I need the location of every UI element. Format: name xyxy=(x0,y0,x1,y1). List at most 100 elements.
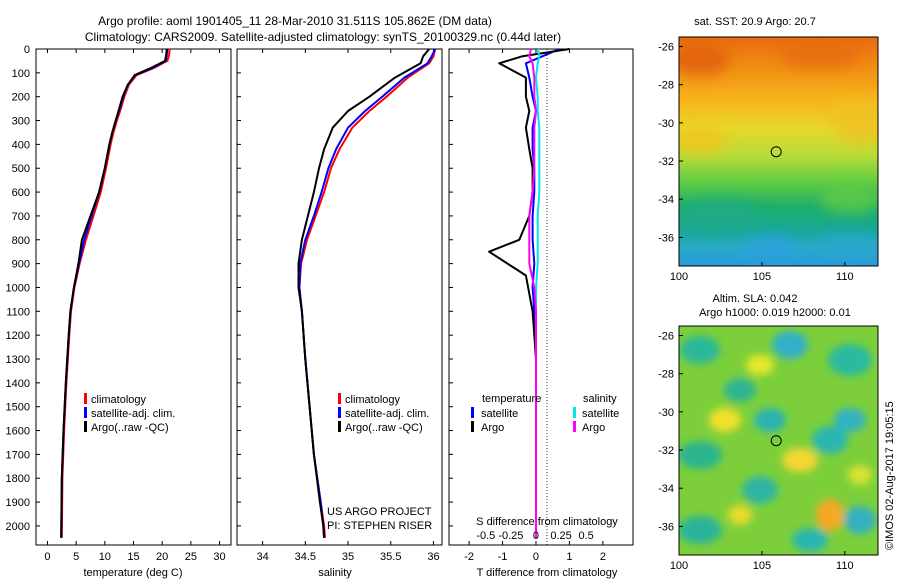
y-tick-label: 1500 xyxy=(6,402,30,414)
legend-label-t-argo: Argo xyxy=(481,422,504,434)
salinity-legend: climatology satellite-adj. clim. Argo(..… xyxy=(338,393,429,434)
series-line-t-argo xyxy=(488,48,570,538)
sla-map-axes: 100 105 110 -26 -28 -30 -32 -34 -36 xyxy=(658,331,854,572)
series-line-climatology xyxy=(298,48,437,538)
x-tick-label: 0 xyxy=(533,551,539,563)
legend-label-satellite: satellite-adj. clim. xyxy=(345,408,429,420)
x-tick-label: 36 xyxy=(427,551,439,563)
argo-location-marker xyxy=(770,435,782,447)
map-x-tick-label: 105 xyxy=(753,271,771,283)
series-line-t-satellite xyxy=(524,48,560,538)
map-y-tick-label: -36 xyxy=(658,521,674,533)
sst-map-axes: 100 105 110 -26 -28 -30 -32 -34 -36 xyxy=(658,42,854,283)
x-tick-label: 10 xyxy=(99,551,111,563)
y-tick-label: 300 xyxy=(12,116,30,128)
x-tick-label: -2 xyxy=(464,551,474,563)
y-tick-label: 1000 xyxy=(6,282,30,294)
sst-map: sat. SST: 20.9 Argo: 20.7 100 105 110 -26 -2… xyxy=(658,16,879,283)
temperature-x-axis: 0 5 10 15 20 25 30 xyxy=(44,49,226,563)
difference-series xyxy=(488,48,570,538)
legend-label-satellite: satellite-adj. clim. xyxy=(91,408,175,420)
series-line-satellite-adj-clim- xyxy=(298,48,437,538)
y-tick-label: 600 xyxy=(12,187,30,199)
x-tick-label: 34 xyxy=(257,551,269,563)
pi-label: PI: STEPHEN RISER xyxy=(327,520,432,532)
x-tick-label: 25 xyxy=(185,551,197,563)
x-tick-label: 20 xyxy=(156,551,168,563)
legend-swatch-satellite xyxy=(338,407,341,418)
y-tick-label: 1800 xyxy=(6,473,30,485)
sla-map-title-line2: Argo h1000: 0.019 h2000: 0.01 xyxy=(699,307,851,319)
sla-map-title-line1: Altim. SLA: 0.042 xyxy=(713,293,798,305)
y-tick-label: 700 xyxy=(12,211,30,223)
map-y-tick-label: -28 xyxy=(658,369,674,381)
x-tick-label: 0 xyxy=(44,551,50,563)
x-tick-label: 35.5 xyxy=(380,551,401,563)
difference-legend: temperature satellite Argo salinity sate… xyxy=(471,393,619,434)
copyright-label: ©IMOS 02-Aug-2017 19:05:15 xyxy=(884,401,896,550)
salinity-difference-ticks: -0.5 -0.25 0 0.25 0.5 xyxy=(476,530,593,542)
s-tick-label: 0.5 xyxy=(579,530,594,542)
legend-swatch-argo xyxy=(84,421,87,432)
s-tick-label: 0 xyxy=(533,530,539,542)
y-tick-label: 400 xyxy=(12,139,30,151)
temperature-legend: climatology satellite-adj. clim. Argo(..… xyxy=(84,393,175,434)
x-tick-label: 15 xyxy=(127,551,139,563)
legend-swatch-satellite xyxy=(84,407,87,418)
y-tick-label: 1900 xyxy=(6,497,30,509)
series-line-argo-raw-qc- xyxy=(297,48,430,538)
legend-swatch-climatology xyxy=(338,393,341,404)
sst-map-field xyxy=(679,37,878,266)
y-tick-label: 900 xyxy=(12,259,30,271)
series-line-argo-raw-qc- xyxy=(60,48,168,538)
y-tick-label: 500 xyxy=(12,163,30,175)
difference-s-label: S difference from climatology xyxy=(476,516,618,528)
map-y-tick-label: -28 xyxy=(658,80,674,92)
y-tick-label: 1400 xyxy=(6,378,30,390)
legend-swatch-t-satellite xyxy=(471,407,474,418)
project-label: US ARGO PROJECT xyxy=(327,506,432,518)
figure-title-line2: Climatology: CARS2009. Satellite-adjuste… xyxy=(85,30,561,44)
y-tick-label: 1100 xyxy=(6,306,30,318)
x-tick-label: 30 xyxy=(213,551,225,563)
y-tick-label: 800 xyxy=(12,235,30,247)
salinity-series xyxy=(297,48,437,538)
map-x-tick-label: 110 xyxy=(836,271,854,283)
legend-swatch-s-satellite xyxy=(573,407,576,418)
s-tick-label: -0.5 xyxy=(476,530,495,542)
x-tick-label: 35 xyxy=(342,551,354,563)
map-y-tick-label: -32 xyxy=(658,445,674,457)
legend-swatch-s-argo xyxy=(573,421,576,432)
legend-title-temperature: temperature xyxy=(482,393,541,405)
legend-swatch-climatology xyxy=(84,393,87,404)
sla-map: Altim. SLA: 0.042 Argo h1000: 0.019 h200… xyxy=(658,293,879,572)
legend-label-argo: Argo(..raw -QC) xyxy=(345,422,423,434)
map-y-tick-label: -30 xyxy=(658,118,674,130)
y-tick-label: 1200 xyxy=(6,330,30,342)
legend-label-climatology: climatology xyxy=(345,394,401,406)
map-y-tick-label: -34 xyxy=(658,194,674,206)
sst-map-frame xyxy=(678,36,879,267)
sla-map-field xyxy=(679,326,878,555)
salinity-plot-frame xyxy=(236,48,443,546)
salinity-panel: 34 34.5 35 35.5 36 salinity climatology sate… xyxy=(236,48,443,579)
legend-label-t-satellite: satellite xyxy=(481,408,518,420)
map-y-tick-label: -26 xyxy=(658,331,674,343)
series-line-s-argo xyxy=(528,48,537,538)
temperature-series xyxy=(60,48,171,538)
x-tick-label: 1 xyxy=(566,551,572,563)
map-x-tick-label: 100 xyxy=(670,271,688,283)
map-y-tick-label: -32 xyxy=(658,156,674,168)
s-tick-label: -0.25 xyxy=(498,530,523,542)
map-y-tick-label: -30 xyxy=(658,407,674,419)
legend-label-s-argo: Argo xyxy=(582,422,605,434)
map-y-tick-label: -36 xyxy=(658,232,674,244)
x-tick-label: 2 xyxy=(600,551,606,563)
difference-t-label: T difference from climatology xyxy=(477,567,618,579)
salinity-xlabel: salinity xyxy=(318,567,352,579)
salinity-x-axis: 34 34.5 35 35.5 36 xyxy=(237,48,440,563)
map-x-tick-label: 110 xyxy=(836,560,854,572)
sst-map-title: sat. SST: 20.9 Argo: 20.7 xyxy=(694,16,816,28)
y-tick-label: 100 xyxy=(12,68,30,80)
